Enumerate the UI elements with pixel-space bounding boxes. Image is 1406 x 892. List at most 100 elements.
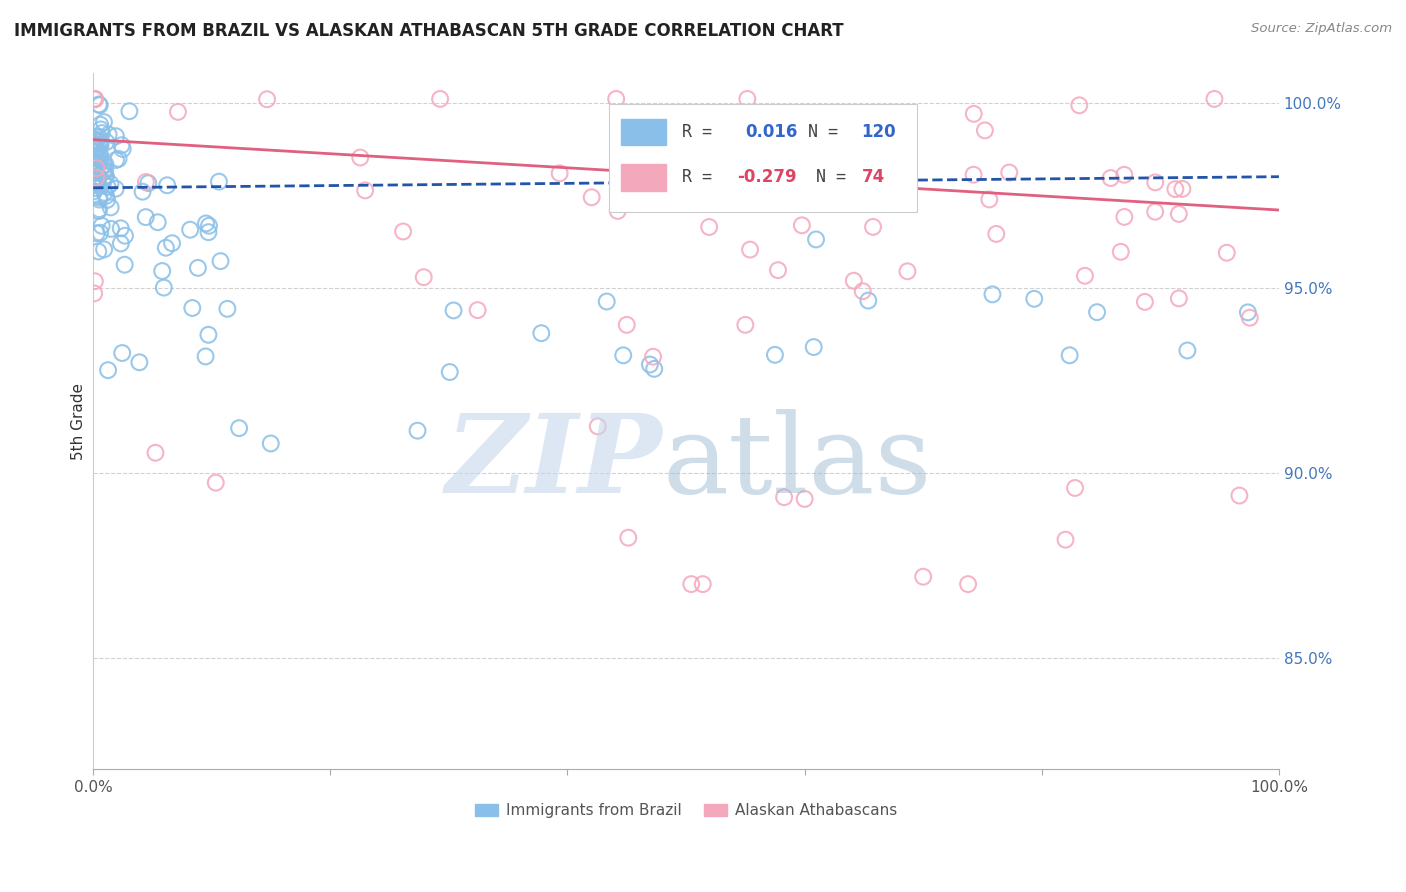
Point [979, 193, 1001, 207]
Text: 0.016: 0.016 [745, 123, 797, 141]
Point [156, 178, 179, 193]
Point [84, 160, 107, 174]
Point [1171, 182, 1194, 196]
Point [392, 225, 415, 239]
Point [981, 287, 1004, 301]
Point [93, 115, 115, 129]
Point [90, 122, 112, 136]
Point [852, 284, 875, 298]
Point [136, 176, 159, 190]
Text: N =: N = [817, 169, 846, 186]
Point [738, 243, 761, 257]
Point [86, 140, 108, 154]
Point [160, 236, 183, 251]
Point [128, 355, 150, 369]
Point [217, 301, 239, 316]
Point [94, 157, 117, 171]
Point [692, 577, 714, 591]
Point [87, 178, 110, 192]
Point [1239, 310, 1261, 325]
Point [617, 531, 640, 545]
Point [90, 219, 112, 233]
Text: atlas: atlas [662, 409, 932, 516]
FancyBboxPatch shape [609, 104, 917, 212]
Point [1064, 481, 1087, 495]
Point [596, 294, 619, 309]
Point [1237, 305, 1260, 319]
Point [135, 175, 157, 189]
Point [89, 147, 111, 161]
Text: R =: R = [682, 169, 713, 186]
Point [87, 175, 110, 189]
Point [179, 223, 201, 237]
Point [84, 161, 107, 176]
Point [1177, 343, 1199, 358]
Point [815, 181, 838, 195]
Point [858, 293, 880, 308]
Text: R =: R = [682, 123, 713, 141]
Point [209, 254, 232, 268]
Text: IMMIGRANTS FROM BRAZIL VS ALASKAN ATHABASCAN 5TH GRADE CORRELATION CHART: IMMIGRANTS FROM BRAZIL VS ALASKAN ATHABA… [14, 22, 844, 40]
Point [89, 190, 111, 204]
Text: 120: 120 [862, 123, 896, 141]
Point [100, 222, 122, 236]
Point [766, 263, 789, 277]
Point [150, 264, 173, 278]
Point [87, 97, 110, 112]
Point [83, 154, 105, 169]
Point [90, 161, 112, 175]
Point [681, 577, 703, 591]
Legend: Immigrants from Brazil, Alaskan Athabascans: Immigrants from Brazil, Alaskan Athabasc… [470, 797, 903, 824]
Point [354, 183, 377, 197]
Point [1144, 175, 1167, 189]
Point [1085, 305, 1108, 319]
Point [83, 185, 105, 199]
Point [195, 216, 218, 230]
Point [100, 201, 122, 215]
Point [803, 340, 825, 354]
Text: 74: 74 [862, 169, 884, 186]
Point [83, 138, 105, 153]
Point [260, 436, 283, 450]
Point [998, 165, 1021, 179]
Point [110, 236, 132, 251]
Point [1114, 210, 1136, 224]
Point [800, 154, 823, 169]
Point [467, 303, 489, 318]
Point [862, 219, 884, 234]
Point [89, 152, 111, 166]
Point [93, 186, 115, 200]
Point [612, 348, 634, 362]
Point [84, 156, 107, 170]
Point [114, 258, 136, 272]
Y-axis label: 5th Grade: 5th Grade [72, 383, 86, 459]
Point [706, 127, 728, 141]
Point [155, 241, 177, 255]
Point [986, 227, 1008, 241]
Point [93, 175, 115, 189]
Point [111, 138, 134, 153]
Point [638, 358, 661, 372]
Point [198, 219, 221, 233]
Point [87, 204, 110, 219]
Point [104, 182, 127, 196]
Point [86, 172, 108, 186]
Point [84, 92, 107, 106]
Point [96, 193, 118, 207]
Point [89, 193, 111, 207]
Point [89, 118, 111, 132]
Point [1204, 92, 1226, 106]
Point [86, 170, 108, 185]
Point [94, 169, 117, 184]
Point [737, 92, 759, 106]
Bar [621, 164, 666, 191]
Point [616, 318, 638, 332]
Point [97, 128, 120, 142]
Point [530, 326, 553, 341]
Point [963, 107, 986, 121]
Point [84, 143, 107, 157]
Point [912, 570, 935, 584]
Point [93, 159, 115, 173]
Point [1167, 207, 1189, 221]
Point [957, 577, 980, 591]
